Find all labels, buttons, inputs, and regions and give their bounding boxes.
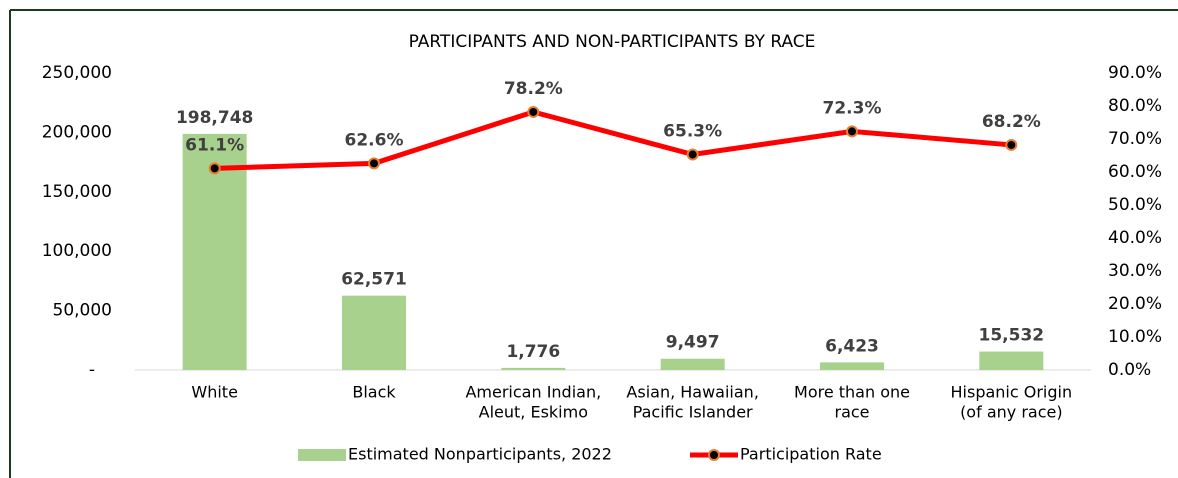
y-tick-label: 150,000 xyxy=(42,182,112,202)
y2-tick-label: 10.0% xyxy=(1108,327,1162,347)
line-value-label: 72.3% xyxy=(823,98,882,118)
y2-tick-label: 40.0% xyxy=(1108,228,1162,248)
x-tick-label: White xyxy=(191,383,238,402)
bar xyxy=(501,367,566,370)
y2-tick-label: 0.0% xyxy=(1108,360,1151,380)
bar xyxy=(820,362,884,370)
bar-value-label: 1,776 xyxy=(506,342,560,362)
y-tick-label: 50,000 xyxy=(53,301,112,321)
x-tick-label: Pacific Islander xyxy=(633,403,753,422)
line-value-label: 62.6% xyxy=(345,130,404,150)
y-tick-label: - xyxy=(89,360,95,380)
line xyxy=(214,109,1012,171)
bar-value-label: 6,423 xyxy=(825,336,879,356)
line-marker xyxy=(686,148,699,161)
x-tick-label: Black xyxy=(352,383,396,402)
y-tick-label: 200,000 xyxy=(42,122,112,142)
bar-value-label: 9,497 xyxy=(666,333,720,353)
bar-value-label: 198,748 xyxy=(176,108,253,128)
x-tick-label: American Indian, xyxy=(465,383,601,402)
line-marker xyxy=(846,125,858,138)
y2-tick-label: 60.0% xyxy=(1108,162,1162,182)
legend-swatch xyxy=(298,449,346,461)
y-tick-label: 250,000 xyxy=(42,63,112,83)
line-value-label: 78.2% xyxy=(504,79,563,99)
line-marker xyxy=(1005,138,1018,151)
line-value-label: 65.3% xyxy=(663,122,722,142)
y2-tick-label: 50.0% xyxy=(1108,195,1162,215)
bar xyxy=(660,358,725,370)
y2-tick-label: 80.0% xyxy=(1108,96,1162,116)
bar-value-label: 15,532 xyxy=(979,326,1045,346)
line-marker xyxy=(368,157,380,170)
x-tick-label: race xyxy=(834,403,869,422)
line-marker xyxy=(208,162,221,175)
line-value-label: 61.1% xyxy=(185,135,244,155)
x-tick-label: (of any race) xyxy=(960,403,1063,422)
y2-tick-label: 70.0% xyxy=(1108,129,1162,149)
x-tick-label: Aleut, Eskimo xyxy=(479,403,588,422)
y2-tick-label: 30.0% xyxy=(1108,261,1162,281)
y-tick-label: 100,000 xyxy=(42,241,112,261)
bar-value-label: 62,571 xyxy=(341,270,407,290)
bar xyxy=(979,351,1044,370)
legend-label: Participation Rate xyxy=(740,445,882,464)
legend-marker xyxy=(708,449,720,461)
line-marker xyxy=(527,105,540,118)
line-value-label: 68.2% xyxy=(982,112,1041,132)
legend-label: Estimated Nonparticipants, 2022 xyxy=(348,445,612,464)
x-tick-label: Asian, Hawaiian, xyxy=(626,383,759,402)
y2-tick-label: 20.0% xyxy=(1108,294,1162,314)
bar xyxy=(342,295,406,370)
x-tick-label: More than one xyxy=(794,383,910,402)
x-tick-label: Hispanic Origin xyxy=(951,383,1073,402)
y2-tick-label: 90.0% xyxy=(1108,63,1162,83)
chart-title: PARTICIPANTS AND NON-PARTICIPANTS BY RAC… xyxy=(409,32,816,52)
